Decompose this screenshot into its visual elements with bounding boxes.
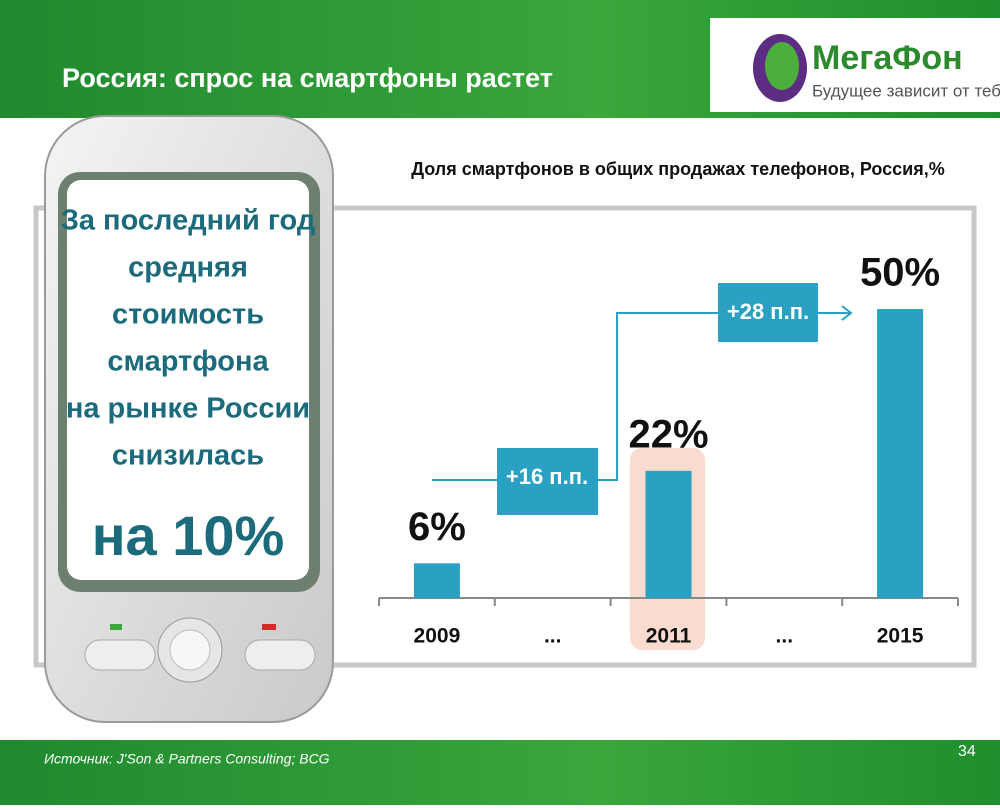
x-tick-label: ...	[544, 625, 562, 648]
phone-nav-center	[169, 629, 211, 671]
annotation: +28 п.п.	[727, 299, 809, 324]
phone-button	[244, 639, 316, 671]
annotation: +16 п.п.	[506, 464, 588, 489]
bar	[413, 563, 460, 598]
slogan: Будущее зависит от тебя	[812, 81, 1000, 100]
arrow-head	[841, 305, 853, 321]
value-label: 6%	[408, 505, 466, 549]
phone-text: стоимость	[112, 299, 264, 331]
phone-highlight: на 10%	[92, 504, 285, 567]
connector	[598, 312, 718, 481]
x-tick-label: ...	[776, 625, 794, 648]
value-label: 50%	[860, 251, 940, 295]
footer-band	[0, 740, 1000, 805]
phone-screen	[67, 180, 309, 580]
page-number: 34	[958, 743, 976, 760]
phone-text: смартфона	[107, 346, 269, 378]
logo-mark-inner	[765, 42, 799, 90]
phone-text: снизилась	[112, 440, 264, 472]
value-label: 22%	[628, 412, 708, 456]
end-icon	[262, 624, 276, 630]
logo-text: МегаФон	[812, 39, 963, 77]
phone-text: средняя	[128, 252, 248, 284]
x-tick-label: 2009	[414, 625, 461, 648]
x-tick-label: 2015	[877, 625, 924, 648]
annotation-box	[718, 283, 818, 342]
call-icon	[110, 624, 122, 630]
slide-title: Россия: спрос на смартфоны растет	[62, 63, 553, 93]
annotation-box	[497, 448, 598, 515]
phone-button	[84, 639, 156, 671]
bar	[645, 470, 692, 598]
phone-text: на рынке России	[66, 393, 310, 425]
chart-title: Доля смартфонов в общих продажах телефон…	[411, 159, 945, 179]
source: Источник: J'Son & Partners Consulting; B…	[44, 751, 330, 767]
phone-text: За последний год	[61, 205, 316, 237]
x-tick-label: 2011	[646, 625, 692, 648]
bar	[877, 309, 924, 598]
